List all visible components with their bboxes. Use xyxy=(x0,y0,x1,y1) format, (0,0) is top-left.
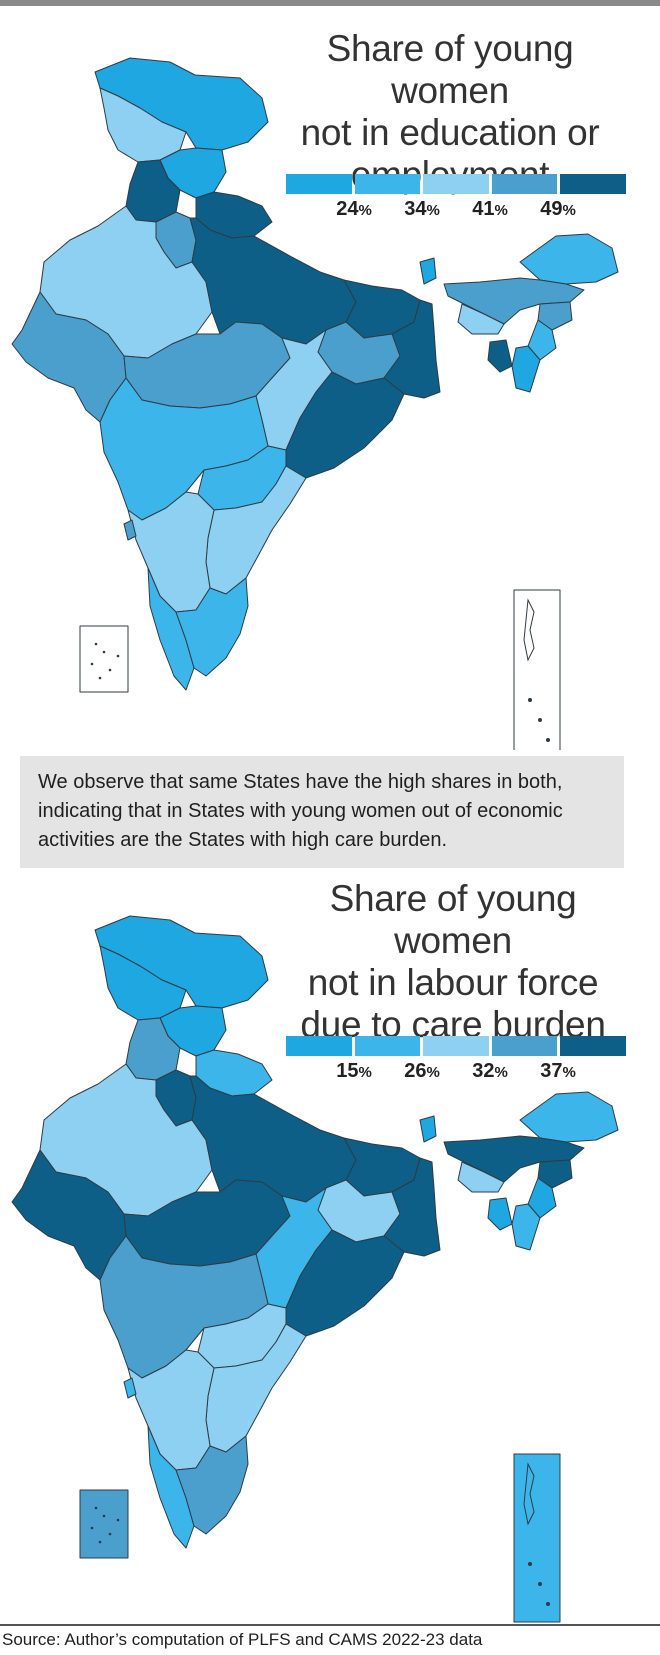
region-west-bengal xyxy=(383,1157,441,1257)
region-sikkim xyxy=(419,257,437,285)
bottom-rule xyxy=(0,1624,660,1626)
map-2-title-line-1: Share of young women xyxy=(329,878,577,961)
legend-swatch xyxy=(560,1036,626,1056)
map-1-legend-bar xyxy=(286,174,626,194)
island-markers-2 xyxy=(90,1462,550,1606)
region-meghalaya xyxy=(457,1161,505,1193)
region-nagaland xyxy=(537,1159,573,1189)
legend-label: 41% xyxy=(472,198,508,220)
legend-swatch xyxy=(491,1036,558,1056)
region-arunachal-pradesh xyxy=(519,233,619,285)
legend-swatch xyxy=(286,174,352,194)
legend-label: 15% xyxy=(336,1060,372,1082)
top-rule xyxy=(0,0,660,6)
region-goa xyxy=(123,1377,137,1399)
india-map-2 xyxy=(11,915,619,1623)
legend-swatch xyxy=(354,1036,421,1056)
map-panel-care-burden: Share of young women not in labour force… xyxy=(0,868,660,1624)
region-arunachal-pradesh xyxy=(519,1091,619,1143)
region-west-bengal xyxy=(383,299,441,399)
region-tripura xyxy=(487,339,513,373)
legend-swatch xyxy=(286,1036,352,1056)
legend-label: 37% xyxy=(540,1060,576,1082)
legend-swatch xyxy=(560,174,626,194)
map-2-title-line-2: not in labour force xyxy=(307,962,599,1003)
legend-label: 49% xyxy=(540,198,576,220)
region-meghalaya xyxy=(457,303,505,335)
map-1-legend: 24% 34% 41% 49% xyxy=(286,174,626,224)
region-kerala xyxy=(147,567,195,691)
map-1-title: Share of young women not in education or… xyxy=(270,28,630,196)
legend-label: 26% xyxy=(404,1060,440,1082)
legend-label: 34% xyxy=(404,198,440,220)
region-andaman-inset xyxy=(513,1453,561,1623)
region-uttar-pradesh xyxy=(189,1075,357,1203)
region-kerala xyxy=(147,1425,195,1549)
map-1-legend-labels: 24% 34% 41% 49% xyxy=(286,198,626,224)
legend-swatch xyxy=(423,1036,489,1056)
legend-swatch xyxy=(354,174,421,194)
region-tripura xyxy=(487,1197,513,1231)
map-panel-education-employment: Share of young women not in education or… xyxy=(0,0,660,750)
region-uttar-pradesh xyxy=(189,217,357,345)
map-2-title: Share of young women not in labour force… xyxy=(268,878,638,1046)
region-tamil-nadu xyxy=(175,577,249,677)
note-box: We observe that same States have the hig… xyxy=(20,756,624,868)
legend-swatch xyxy=(423,174,489,194)
legend-swatch xyxy=(491,174,558,194)
map-1-title-line-1: Share of young women xyxy=(326,28,574,111)
map-1-title-line-2: not in education or xyxy=(300,112,600,153)
map-2-legend-bar xyxy=(286,1036,626,1056)
region-goa xyxy=(123,519,137,541)
region-tamil-nadu xyxy=(175,1435,249,1535)
india-map-1 xyxy=(11,57,619,750)
source-note: Source: Author’s computation of PLFS and… xyxy=(2,1630,483,1649)
map-2-legend: 15% 26% 32% 37% xyxy=(286,1036,626,1086)
region-andaman-inset xyxy=(513,589,561,750)
legend-label: 24% xyxy=(336,198,372,220)
region-lakshadweep-inset xyxy=(79,625,129,693)
island-markers-1 xyxy=(90,598,550,742)
region-manipur xyxy=(527,319,557,361)
region-sikkim xyxy=(419,1115,437,1143)
region-nagaland xyxy=(537,301,573,331)
legend-label: 32% xyxy=(472,1060,508,1082)
region-lakshadweep-inset xyxy=(79,1489,129,1559)
region-manipur xyxy=(527,1177,557,1219)
map-2-legend-labels: 15% 26% 32% 37% xyxy=(286,1060,626,1086)
